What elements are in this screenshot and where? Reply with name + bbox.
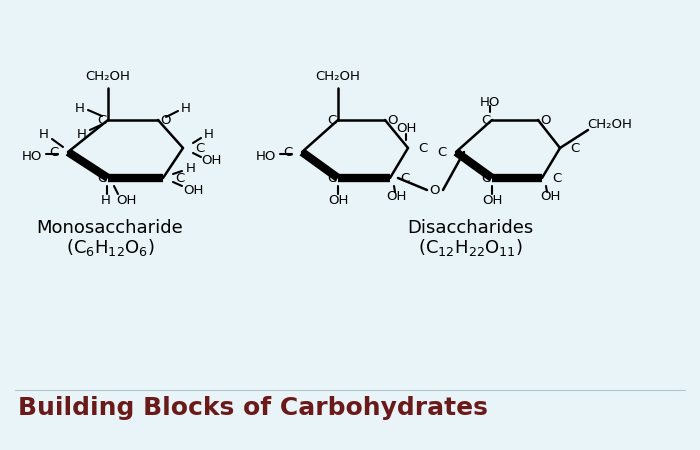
Text: C: C [49,145,58,158]
Text: O: O [160,114,171,127]
Text: Disaccharides: Disaccharides [407,219,533,237]
Text: C: C [418,141,427,154]
Text: HO: HO [256,149,276,162]
Text: C: C [195,141,204,154]
Text: OH: OH [201,153,221,166]
Text: CH₂OH: CH₂OH [85,69,130,82]
Text: C: C [97,114,106,127]
Text: C: C [327,172,336,185]
Text: H: H [75,102,85,114]
Text: HO: HO [480,95,500,108]
Text: H: H [101,194,111,207]
Text: OH: OH [183,184,203,197]
Text: OH: OH [386,189,406,202]
Text: H: H [39,127,49,140]
Text: H: H [186,162,196,175]
Text: HO: HO [22,149,42,162]
Text: OH: OH [328,194,348,207]
Text: OH: OH [540,189,560,202]
Text: (C$_6$H$_{12}$O$_6$): (C$_6$H$_{12}$O$_6$) [66,238,155,258]
Text: H: H [77,127,87,140]
Text: C: C [437,145,446,158]
Text: Building Blocks of Carbohydrates: Building Blocks of Carbohydrates [18,396,488,420]
Text: C: C [175,171,184,184]
Text: C: C [481,172,490,185]
Text: C: C [283,145,292,158]
Text: C: C [481,114,490,127]
Text: O: O [430,184,440,198]
Text: O: O [540,114,550,127]
Text: C: C [97,172,106,185]
Text: OH: OH [482,194,502,207]
Text: C: C [327,114,336,127]
Text: OH: OH [116,194,136,207]
Text: O: O [387,114,398,127]
Text: C: C [570,141,580,154]
Text: (C$_{12}$H$_{22}$O$_{11}$): (C$_{12}$H$_{22}$O$_{11}$) [418,238,522,258]
Text: CH₂OH: CH₂OH [587,117,632,130]
Text: C: C [400,171,410,184]
Text: C: C [552,171,561,184]
Text: OH: OH [395,122,416,135]
Text: CH₂OH: CH₂OH [316,69,360,82]
Text: H: H [181,102,191,114]
Text: H: H [204,127,214,140]
Text: Monosaccharide: Monosaccharide [36,219,183,237]
